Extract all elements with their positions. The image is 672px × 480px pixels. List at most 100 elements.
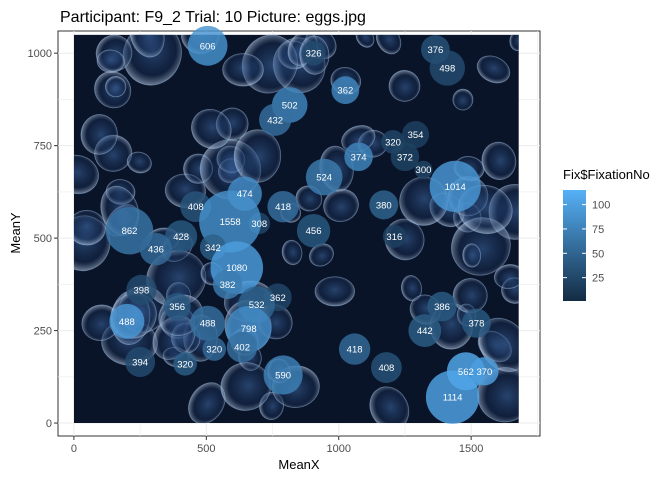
fixation-point: [212, 269, 243, 299]
egg-shape: [452, 88, 474, 111]
fixation-label: 316: [386, 232, 402, 243]
fixation-label: 402: [234, 343, 250, 354]
fixation-label: 524: [316, 173, 332, 184]
x-tick-label: 0: [71, 443, 77, 455]
y-tick-label: 0: [46, 418, 52, 430]
egg-shape: [222, 53, 264, 87]
fixation-label: 474: [237, 189, 253, 200]
fixation-label: 862: [122, 226, 138, 237]
fixation-point: [401, 120, 430, 149]
fixation-label: 498: [439, 63, 455, 74]
fixation-point: [163, 292, 191, 321]
x-tick-label: 1500: [459, 443, 483, 455]
fixation-label: 442: [417, 326, 433, 337]
fixation-label: 432: [267, 115, 283, 126]
fixation-point: [301, 40, 326, 66]
y-tick-label: 750: [34, 141, 52, 153]
fixation-point: [461, 308, 491, 338]
fixation-label: 320: [385, 137, 401, 148]
fixation-label: 606: [200, 41, 216, 52]
fixation-point: [125, 347, 156, 378]
egg-shape: [369, 386, 410, 424]
egg-shape: [129, 34, 165, 58]
fixation-point: [139, 233, 173, 266]
fixation-label: 1558: [220, 217, 241, 228]
fixation-label: 342: [205, 243, 221, 254]
chart-title: Participant: F9_2 Trial: 10 Picture: egg…: [60, 9, 366, 26]
fixation-label: 320: [177, 359, 193, 370]
data-points: [105, 25, 499, 424]
legend-colorbar: [563, 190, 586, 301]
fixation-label: 408: [378, 363, 394, 374]
fixation-label: 398: [133, 285, 149, 296]
egg-shape: [73, 209, 107, 246]
egg-shape: [493, 264, 519, 289]
fixation-point: [187, 25, 228, 66]
legend-tick-label: 100: [592, 200, 610, 212]
fixation-label: 488: [200, 319, 216, 330]
fixation-point: [429, 160, 481, 212]
fixation-point: [296, 214, 331, 248]
fixation-point: [109, 303, 145, 339]
fixation-label: 386: [434, 302, 450, 313]
fixation-point: [126, 274, 157, 306]
fixation-point: [173, 352, 197, 376]
fixation-label: 1014: [445, 182, 466, 193]
fixation-label: 308: [251, 219, 267, 230]
fixation-point: [382, 224, 406, 248]
fixation-label: 394: [132, 358, 148, 369]
fixation-label: 362: [270, 293, 286, 304]
fixation-label: 320: [206, 345, 222, 356]
x-tick-label: 500: [197, 443, 215, 455]
fixation-label: 562: [458, 367, 474, 378]
fixation-point: [390, 142, 420, 172]
fixation-point: [190, 305, 226, 341]
egg-shape: [314, 276, 356, 307]
fixation-label: 488: [119, 317, 135, 328]
fixation-label: 382: [220, 280, 236, 291]
fixation-point: [305, 158, 343, 196]
y-tick-label: 500: [34, 233, 52, 245]
fixation-label: 502: [282, 100, 298, 111]
fixation-point: [165, 220, 198, 253]
fixation-point: [408, 314, 442, 347]
fixation-label: 418: [275, 202, 291, 213]
fixation-label: 372: [397, 152, 413, 163]
fixation-point: [425, 370, 480, 424]
egg-shape: [388, 70, 421, 102]
fixation-point: [427, 291, 457, 322]
fixation-point: [370, 352, 402, 383]
fixation-label: 798: [241, 324, 257, 335]
fixation-point: [470, 357, 499, 386]
egg-shape: [73, 154, 99, 195]
egg-shape: [80, 114, 118, 155]
egg-shape: [462, 243, 482, 268]
fixation-label: 354: [408, 130, 424, 141]
fixation-point: [226, 331, 258, 363]
x-tick-label: 1000: [326, 443, 350, 455]
fixation-point: [202, 337, 227, 361]
fixation-point: [338, 333, 371, 365]
fixation-point: [414, 160, 433, 179]
legend-tick-label: 75: [592, 224, 604, 236]
legend: Fix$FixationNo 25 50 75 100: [563, 167, 650, 301]
fixation-label: 1080: [226, 263, 247, 274]
fixation-point: [259, 103, 292, 136]
egg-shape: [375, 34, 402, 55]
fixation-point: [369, 190, 399, 220]
fixation-label: 428: [173, 232, 189, 243]
legend-tick-label: 50: [592, 248, 604, 260]
fixation-label: 378: [469, 319, 485, 330]
fixation-point: [263, 355, 303, 395]
fixation-label: 300: [416, 165, 432, 176]
fixation-label: 408: [188, 202, 204, 213]
legend-tick-label: 25: [592, 273, 604, 285]
fixation-point: [344, 142, 373, 172]
fixation-label: 326: [306, 49, 322, 60]
egg-shape: [126, 151, 152, 174]
egg-shape: [476, 55, 511, 84]
y-axis-title: MeanY: [8, 212, 23, 254]
y-axis: 0 250 500 750 1000: [28, 48, 58, 430]
fixation-label: 362: [337, 86, 353, 97]
